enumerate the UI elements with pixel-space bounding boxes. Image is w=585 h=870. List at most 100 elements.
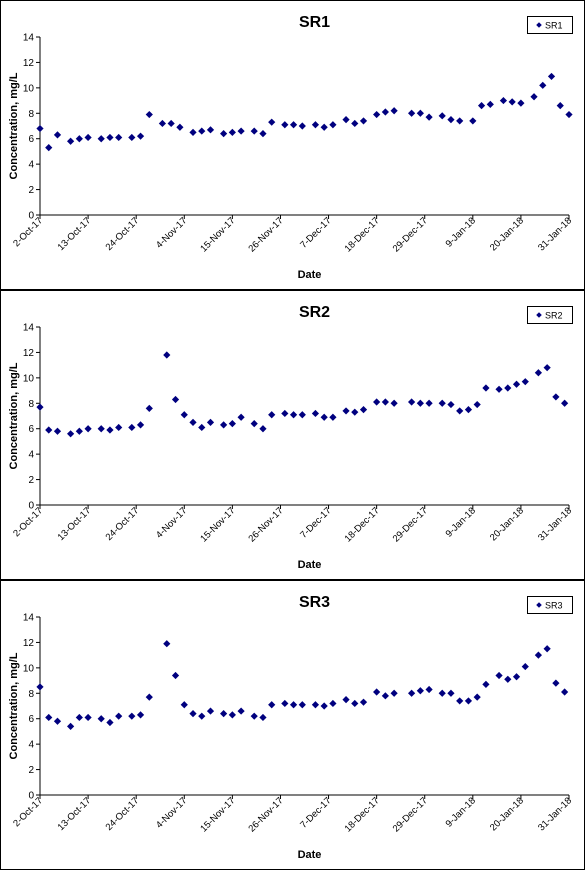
data-point xyxy=(206,126,215,134)
data-point xyxy=(281,409,289,418)
x-axis-label: Date xyxy=(298,269,322,281)
data-point xyxy=(499,96,508,105)
y-tick-label: 0 xyxy=(28,211,34,222)
data-point xyxy=(311,701,320,709)
data-point xyxy=(311,409,320,418)
data-point xyxy=(408,109,416,117)
data-point xyxy=(237,413,245,421)
data-point xyxy=(373,688,381,696)
data-point xyxy=(416,109,424,117)
data-point xyxy=(508,98,516,106)
data-point xyxy=(482,384,490,392)
data-point xyxy=(425,113,433,121)
y-tick-label: 10 xyxy=(23,373,35,384)
data-point xyxy=(556,102,564,110)
data-point xyxy=(128,423,136,432)
data-point xyxy=(495,671,503,680)
data-point xyxy=(298,122,306,130)
data-point xyxy=(359,406,368,414)
data-point xyxy=(97,135,105,143)
y-tick-label: 2 xyxy=(28,475,34,486)
data-point xyxy=(351,119,359,128)
chart-panel-sr1: SR1 0 2 4 6 8 10 12 14 2-Oct-17 13-Oct-17 24-Oct-17… xyxy=(0,0,585,290)
y-tick-label: 10 xyxy=(23,83,35,94)
data-point xyxy=(425,685,433,694)
data-point xyxy=(416,687,424,695)
data-point xyxy=(106,426,114,434)
data-point xyxy=(408,689,416,697)
data-point xyxy=(512,673,521,681)
data-point xyxy=(311,121,320,129)
y-tick-label: 14 xyxy=(23,323,35,334)
data-point xyxy=(298,411,306,419)
legend-box xyxy=(527,16,573,34)
y-tick-label: 4 xyxy=(28,160,34,171)
legend: SR3 xyxy=(527,596,573,614)
data-point xyxy=(167,119,175,128)
data-point xyxy=(359,117,368,125)
data-point xyxy=(447,116,455,124)
data-point xyxy=(158,119,167,128)
data-point xyxy=(198,127,206,135)
data-point xyxy=(543,645,551,653)
legend: SR1 xyxy=(527,16,573,34)
legend-box xyxy=(527,306,573,324)
data-point xyxy=(268,411,276,419)
data-point xyxy=(561,688,569,696)
data-point xyxy=(281,121,289,129)
data-point xyxy=(456,407,464,415)
data-point xyxy=(547,72,556,81)
data-point xyxy=(189,128,197,136)
data-point xyxy=(329,121,337,129)
data-point xyxy=(53,717,62,725)
y-axis-label: Concentration, mg/L xyxy=(8,362,20,469)
data-point xyxy=(84,133,92,142)
legend-label: SR3 xyxy=(545,601,563,611)
data-point xyxy=(67,137,75,145)
data-point xyxy=(539,81,547,89)
x-axis-label: Date xyxy=(298,849,322,861)
data-point xyxy=(408,398,416,406)
y-tick-label: 0 xyxy=(28,501,34,512)
y-axis-label: Concentration, mg/L xyxy=(8,72,20,179)
data-point xyxy=(425,399,433,407)
chart-frame xyxy=(0,580,585,870)
data-point xyxy=(477,102,486,110)
data-point xyxy=(329,699,337,708)
y-tick-label: 12 xyxy=(23,348,35,359)
data-point xyxy=(390,689,398,697)
data-point xyxy=(289,411,298,419)
data-point xyxy=(342,407,350,415)
data-point xyxy=(447,689,455,697)
data-point xyxy=(45,144,53,152)
data-point xyxy=(486,100,494,108)
data-point xyxy=(517,99,525,107)
data-point xyxy=(289,121,298,129)
y-tick-label: 14 xyxy=(23,613,35,624)
data-point xyxy=(504,384,512,392)
data-point xyxy=(390,399,398,407)
y-tick-label: 6 xyxy=(28,424,34,435)
data-point xyxy=(176,123,184,131)
data-point xyxy=(351,408,359,416)
chart-title: SR1 xyxy=(299,14,330,31)
data-point xyxy=(84,713,92,722)
y-tick-label: 10 xyxy=(23,663,35,674)
data-point xyxy=(320,123,328,131)
data-point xyxy=(504,675,512,683)
legend-marker xyxy=(536,602,542,608)
data-point xyxy=(469,117,477,125)
data-point xyxy=(163,640,171,648)
y-tick-label: 8 xyxy=(28,689,34,700)
data-point xyxy=(381,398,389,406)
data-point xyxy=(438,112,446,120)
data-point xyxy=(171,671,180,680)
data-point xyxy=(381,692,389,700)
y-tick-label: 0 xyxy=(28,791,34,802)
chart-title: SR3 xyxy=(299,594,330,611)
data-point xyxy=(250,127,258,135)
